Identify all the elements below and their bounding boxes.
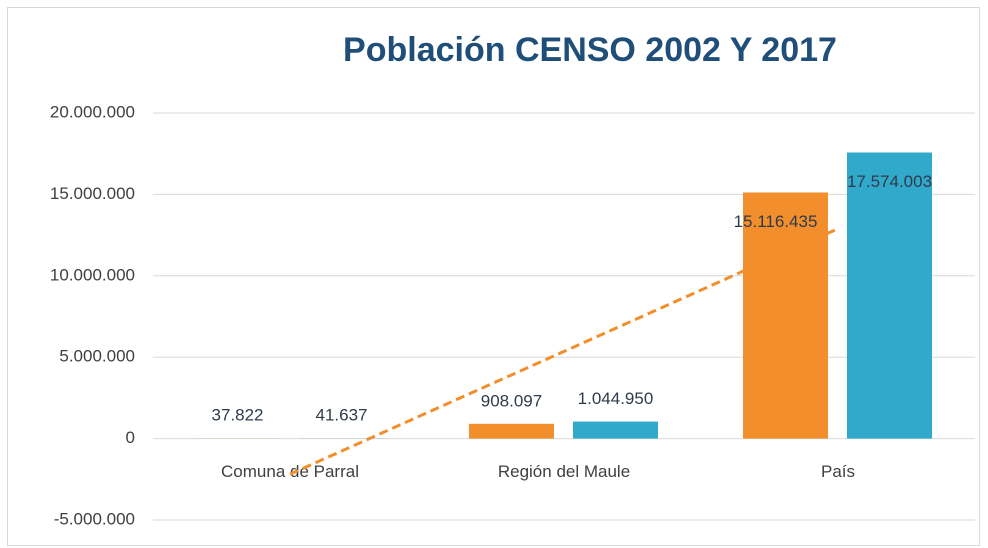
data-label: 37.822	[212, 405, 264, 424]
bar	[847, 152, 932, 439]
y-tick-label: 15.000.000	[50, 184, 135, 203]
y-tick-label: 10.000.000	[50, 265, 135, 284]
y-tick-label: 5.000.000	[59, 347, 135, 366]
trendline	[289, 227, 839, 476]
data-label: 17.574.003	[847, 172, 932, 191]
bar	[469, 423, 554, 439]
bar	[299, 437, 384, 439]
chart-title: Población CENSO 2002 Y 2017	[343, 31, 837, 69]
y-tick-label: 0	[126, 428, 135, 447]
bar	[573, 421, 658, 439]
y-tick-label: 20.000.000	[50, 102, 135, 121]
x-tick-label: Comuna de Parral	[221, 462, 359, 481]
data-label: 1.044.950	[578, 389, 654, 408]
x-tick-label: Región del Maule	[498, 462, 630, 481]
bar	[195, 437, 280, 439]
x-tick-label: País	[821, 462, 855, 481]
data-label: 908.097	[481, 391, 542, 410]
data-label: 15.116.435	[734, 212, 818, 231]
data-label: 41.637	[316, 405, 368, 424]
y-tick-label: -5.000.000	[54, 509, 135, 528]
bar	[743, 192, 828, 439]
